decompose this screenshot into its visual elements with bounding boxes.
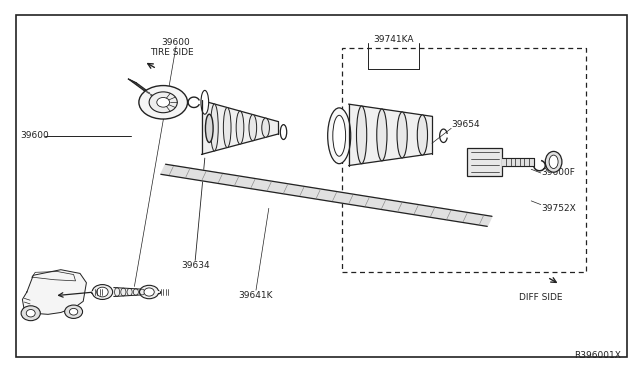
Ellipse shape <box>157 97 170 107</box>
Text: 39600: 39600 <box>162 38 190 47</box>
Ellipse shape <box>249 115 257 141</box>
Ellipse shape <box>92 285 113 299</box>
Ellipse shape <box>69 308 78 315</box>
Polygon shape <box>114 288 145 296</box>
Ellipse shape <box>144 288 154 296</box>
Ellipse shape <box>262 118 269 137</box>
Ellipse shape <box>21 306 40 321</box>
Text: DIFF SIDE: DIFF SIDE <box>519 293 563 302</box>
Ellipse shape <box>280 125 287 140</box>
Text: R396001X: R396001X <box>574 351 621 360</box>
Ellipse shape <box>328 108 351 164</box>
Text: TIRE SIDE: TIRE SIDE <box>150 48 194 57</box>
Ellipse shape <box>97 287 108 297</box>
Text: 39641K: 39641K <box>239 291 273 300</box>
Text: 39741KA: 39741KA <box>373 35 414 44</box>
Ellipse shape <box>139 86 188 119</box>
Ellipse shape <box>417 115 428 155</box>
FancyBboxPatch shape <box>467 148 502 176</box>
Ellipse shape <box>356 106 367 164</box>
Ellipse shape <box>201 90 209 114</box>
Text: 39634: 39634 <box>181 262 209 270</box>
Ellipse shape <box>397 112 407 158</box>
Text: 39600F: 39600F <box>541 169 575 177</box>
Polygon shape <box>161 164 492 227</box>
Ellipse shape <box>26 310 35 317</box>
Ellipse shape <box>65 305 83 318</box>
Ellipse shape <box>333 115 346 156</box>
Ellipse shape <box>149 92 177 113</box>
Ellipse shape <box>545 151 562 172</box>
Ellipse shape <box>549 155 558 169</box>
Text: 39600: 39600 <box>20 131 49 140</box>
Polygon shape <box>502 158 534 166</box>
Polygon shape <box>202 100 278 154</box>
Ellipse shape <box>140 285 159 299</box>
Bar <box>342 48 586 272</box>
Polygon shape <box>22 270 86 314</box>
Ellipse shape <box>236 111 244 144</box>
Polygon shape <box>349 104 432 166</box>
Polygon shape <box>129 79 161 101</box>
Ellipse shape <box>205 114 213 142</box>
Text: 39752X: 39752X <box>541 204 575 213</box>
Text: 39654: 39654 <box>451 120 480 129</box>
Ellipse shape <box>223 108 231 148</box>
Ellipse shape <box>211 104 218 151</box>
Ellipse shape <box>377 109 387 161</box>
